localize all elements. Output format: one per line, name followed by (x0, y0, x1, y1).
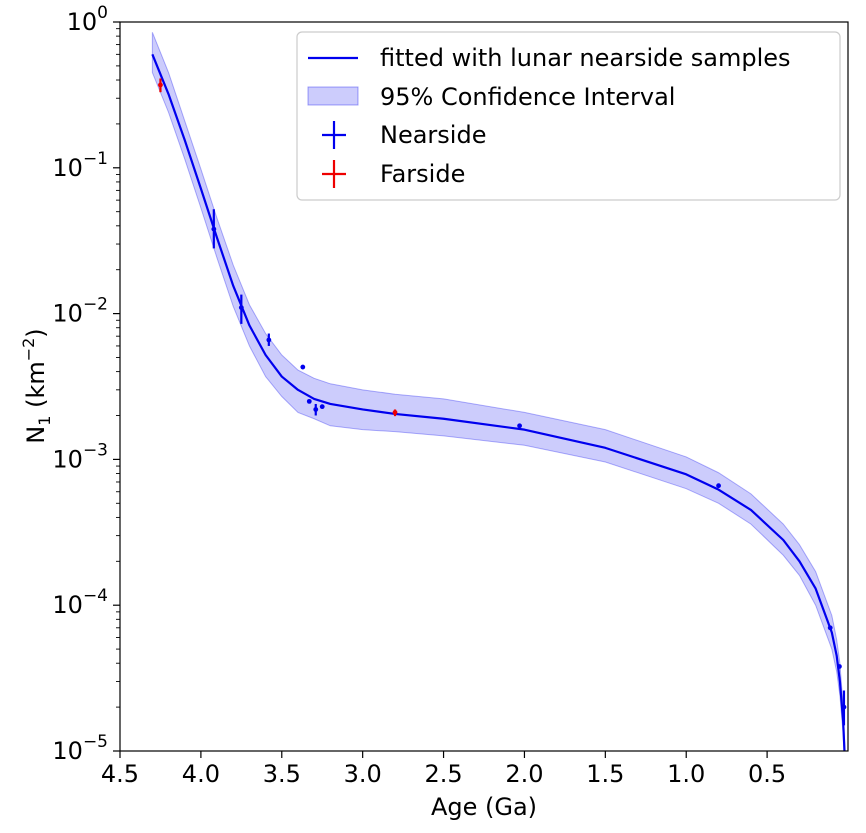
farside-point (392, 409, 398, 417)
y-axis-label-unit-close: ) (22, 328, 50, 337)
x-tick-label: 2.5 (424, 760, 462, 788)
y-axis-label-sub: 1 (35, 416, 54, 426)
x-tick-label: 3.5 (263, 760, 301, 788)
legend-farside-swatch (322, 160, 346, 188)
x-tick-label: 3.0 (344, 760, 382, 788)
legend-band-label: 95% Confidence Interval (380, 83, 675, 111)
nearside-point (211, 209, 217, 249)
y-axis-ticks: 100 10−1 10−2 10−3 10−4 10−5 (52, 3, 120, 765)
nearside-point (238, 294, 244, 324)
nearside-point (266, 333, 272, 346)
x-tick-label: 1.5 (586, 760, 624, 788)
plot-area (151, 32, 847, 751)
y-tick-label: 10−1 (52, 149, 108, 182)
farside-point (158, 78, 163, 93)
data-points (158, 78, 847, 726)
nearside-point (827, 625, 833, 631)
nearside-point (841, 690, 847, 726)
y-tick-label: 10−5 (52, 732, 108, 765)
nearside-point (716, 483, 721, 489)
x-tick-label: 1.0 (667, 760, 705, 788)
y-axis-label-unit-exp: −2 (19, 338, 38, 362)
nearside-point (837, 664, 842, 669)
nearside-point (300, 364, 306, 370)
y-tick-label: 10−3 (52, 440, 108, 473)
plot-frame (119, 21, 849, 752)
y-axis-label-unit-open: (km (22, 361, 50, 415)
nearside-point (306, 398, 312, 404)
legend-box (296, 31, 841, 201)
x-tick-label: 0.5 (748, 760, 786, 788)
legend: fitted with lunar nearside samples 95% C… (296, 31, 841, 201)
legend-nearside-swatch (322, 121, 346, 149)
x-axis-ticks: 4.5 4.0 3.5 3.0 2.5 2.0 1.5 1.0 0.5 (101, 751, 786, 788)
x-tick-label: 4.5 (101, 760, 139, 788)
x-tick-label: 4.0 (182, 760, 220, 788)
x-axis-label: Age (Ga) (431, 793, 537, 821)
y-axis-label-main: N (22, 426, 50, 444)
legend-farside-label: Farside (380, 160, 465, 188)
y-tick-label: 100 (67, 3, 108, 36)
confidence-band (151, 32, 846, 751)
nearside-point (517, 423, 522, 429)
nearside-point (313, 403, 319, 416)
y-axis-label: N1 (km−2) (19, 328, 54, 443)
legend-nearside-label: Nearside (380, 121, 486, 149)
nearside-point (319, 404, 325, 410)
y-tick-label: 10−2 (52, 295, 108, 328)
y-tick-label: 10−4 (52, 586, 108, 619)
fit-curve (151, 53, 846, 751)
x-tick-label: 2.0 (505, 760, 543, 788)
legend-fit-label: fitted with lunar nearside samples (380, 44, 791, 72)
legend-band-swatch (307, 86, 359, 106)
